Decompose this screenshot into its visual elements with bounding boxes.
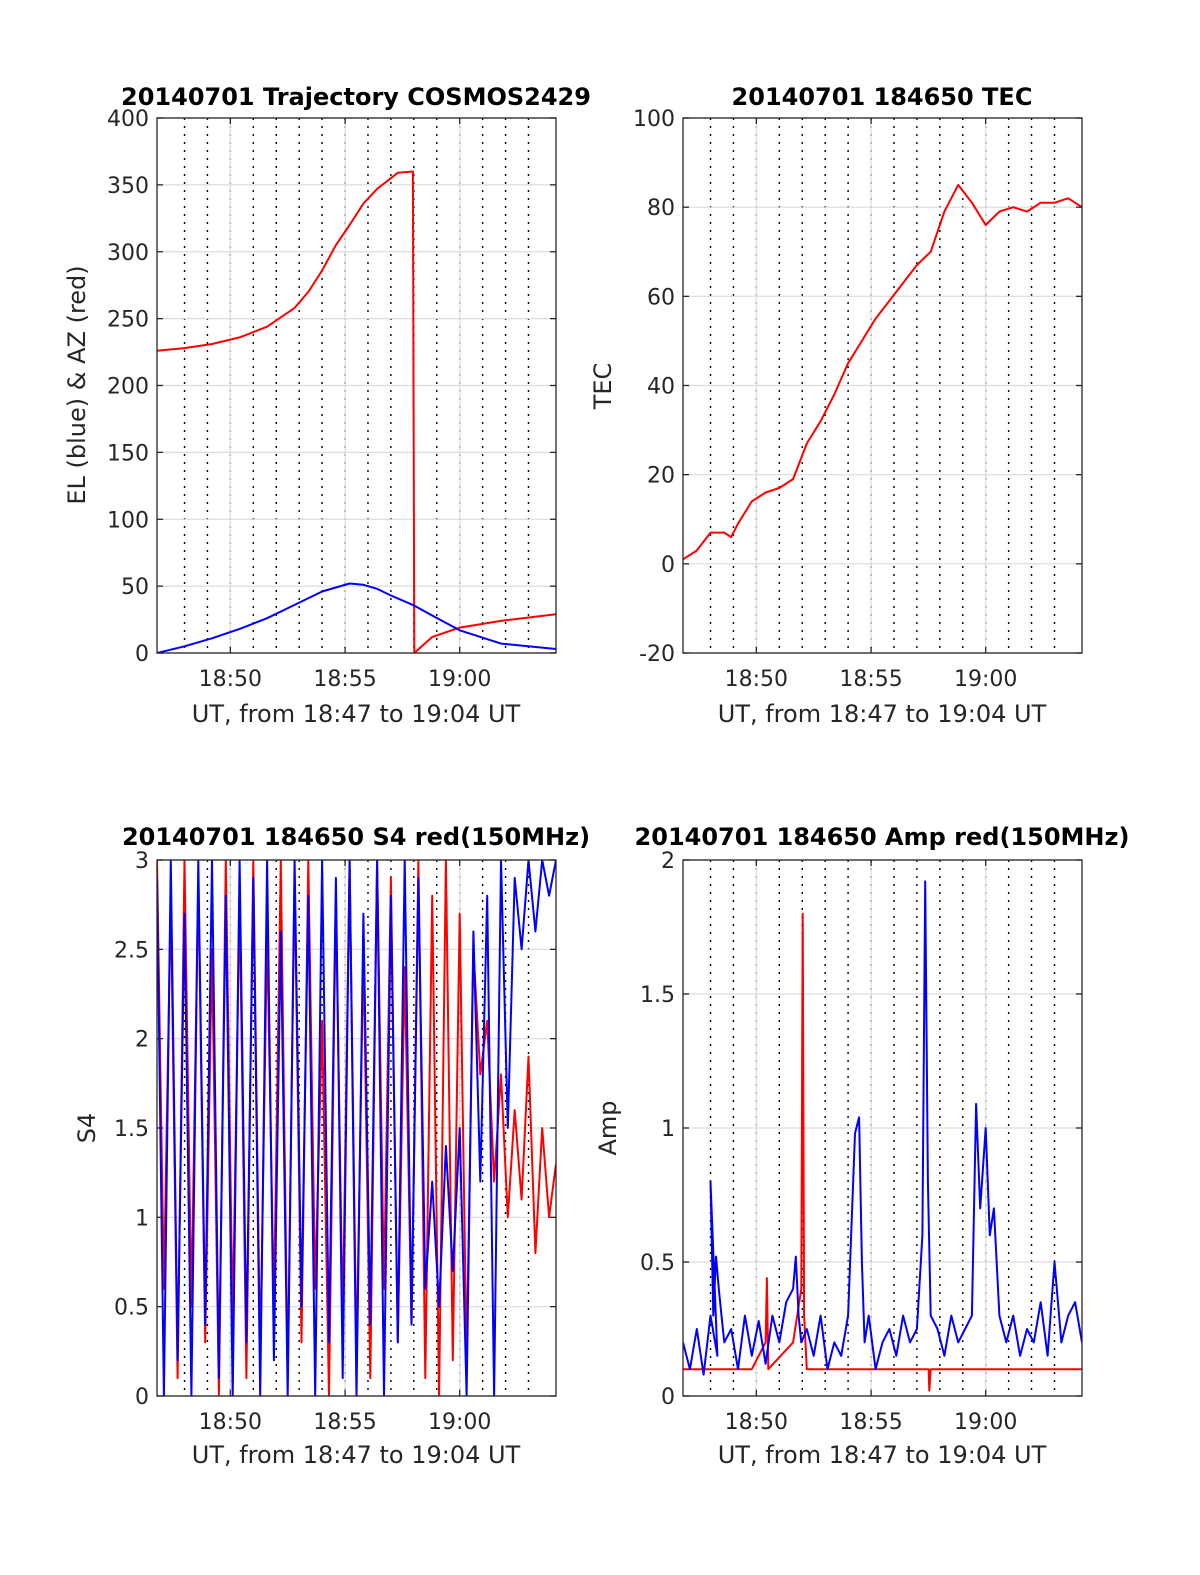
amp-panel: 20140701 184650 Amp red(150MHz) 0 0.5 1 1.5… bbox=[594, 823, 1129, 1469]
series-line-1 bbox=[157, 860, 556, 1396]
y-tick-label: 2 bbox=[135, 1028, 149, 1053]
y-tick-label: 2 bbox=[661, 849, 675, 874]
x-tick-label: 19:00 bbox=[428, 1410, 491, 1435]
y-tick-label: 0.5 bbox=[640, 1251, 675, 1276]
y-tick-label: 50 bbox=[121, 575, 149, 600]
x-tick-label: 18:55 bbox=[839, 1410, 902, 1435]
s4-plot-area: 0 0.5 1 1.5 2 2.5 3 18:50 18:55 19:00 bbox=[114, 849, 557, 1435]
y-tick-label: 40 bbox=[647, 375, 675, 400]
x-tick-label: 18:55 bbox=[839, 667, 902, 692]
tec-panel: 20140701 184650 TEC -20 0 20 40 60 80 100 18:50… bbox=[589, 83, 1083, 728]
trajectory-title: 20140701 Trajectory COSMOS2429 bbox=[121, 83, 591, 111]
amp-plot-area: 0 0.5 1 1.5 2 18:50 18:55 19:00 bbox=[640, 849, 1083, 1435]
y-tick-label: 0.5 bbox=[114, 1296, 149, 1321]
x-tick-label: 18:55 bbox=[313, 1410, 376, 1435]
y-tick-label: 350 bbox=[107, 174, 149, 199]
amp-xlabel: UT, from 18:47 to 19:04 UT bbox=[718, 1441, 1047, 1469]
y-tick-label: 200 bbox=[107, 375, 149, 400]
y-tick-label: -20 bbox=[639, 642, 675, 667]
trajectory-xlabel: UT, from 18:47 to 19:04 UT bbox=[192, 700, 521, 728]
s4-xlabel: UT, from 18:47 to 19:04 UT bbox=[192, 1441, 521, 1469]
x-tick-label: 19:00 bbox=[954, 1410, 1017, 1435]
s4-ylabel: S4 bbox=[73, 1113, 101, 1144]
s4-panel: 20140701 184650 S4 red(150MHz) 0 0.5 1 1.5 2… bbox=[73, 823, 590, 1469]
series-line-0 bbox=[683, 183, 1082, 561]
amp-title: 20140701 184650 Amp red(150MHz) bbox=[635, 823, 1130, 851]
y-tick-label: 1.5 bbox=[640, 983, 675, 1008]
y-tick-label: 1 bbox=[661, 1117, 675, 1142]
y-tick-label: 100 bbox=[107, 508, 149, 533]
x-tick-label: 18:50 bbox=[199, 1410, 262, 1435]
s4-title: 20140701 184650 S4 red(150MHz) bbox=[122, 823, 590, 851]
y-tick-label: 0 bbox=[661, 553, 675, 578]
series-line-1 bbox=[157, 582, 556, 653]
x-tick-label: 19:00 bbox=[428, 667, 491, 692]
series-line-1 bbox=[683, 880, 1082, 1376]
tec-xlabel: UT, from 18:47 to 19:04 UT bbox=[718, 700, 1047, 728]
y-tick-label: 20 bbox=[647, 464, 675, 489]
x-tick-label: 19:00 bbox=[954, 667, 1017, 692]
tec-title: 20140701 184650 TEC bbox=[732, 83, 1033, 111]
y-tick-label: 1.5 bbox=[114, 1117, 149, 1142]
series-line-0 bbox=[157, 170, 556, 653]
y-tick-label: 80 bbox=[647, 196, 675, 221]
y-tick-label: 400 bbox=[107, 107, 149, 132]
x-tick-label: 18:50 bbox=[725, 1410, 788, 1435]
y-tick-label: 300 bbox=[107, 241, 149, 266]
x-tick-label: 18:55 bbox=[313, 667, 376, 692]
y-tick-label: 0 bbox=[135, 1385, 149, 1410]
x-tick-label: 18:50 bbox=[725, 667, 788, 692]
x-tick-label: 18:50 bbox=[199, 667, 262, 692]
amp-ylabel: Amp bbox=[594, 1100, 622, 1155]
y-tick-label: 150 bbox=[107, 441, 149, 466]
trajectory-ylabel: EL (blue) & AZ (red) bbox=[63, 265, 91, 504]
trajectory-panel: 20140701 Trajectory COSMOS2429 0 50 100 150… bbox=[63, 83, 591, 728]
series-line-0 bbox=[683, 912, 1082, 1392]
y-tick-label: 250 bbox=[107, 308, 149, 333]
y-tick-label: 0 bbox=[661, 1385, 675, 1410]
tec-plot-area: -20 0 20 40 60 80 100 18:50 18:55 19:00 bbox=[633, 107, 1083, 692]
tec-ylabel: TEC bbox=[589, 363, 617, 411]
y-tick-label: 3 bbox=[135, 849, 149, 874]
y-tick-label: 2.5 bbox=[114, 938, 149, 963]
trajectory-plot-area: 0 50 100 150 200 250 300 350 400 18:50 18:55 19:00 bbox=[107, 107, 557, 692]
y-tick-label: 1 bbox=[135, 1206, 149, 1231]
y-tick-label: 60 bbox=[647, 285, 675, 310]
y-tick-label: 0 bbox=[135, 642, 149, 667]
y-tick-label: 100 bbox=[633, 107, 675, 132]
